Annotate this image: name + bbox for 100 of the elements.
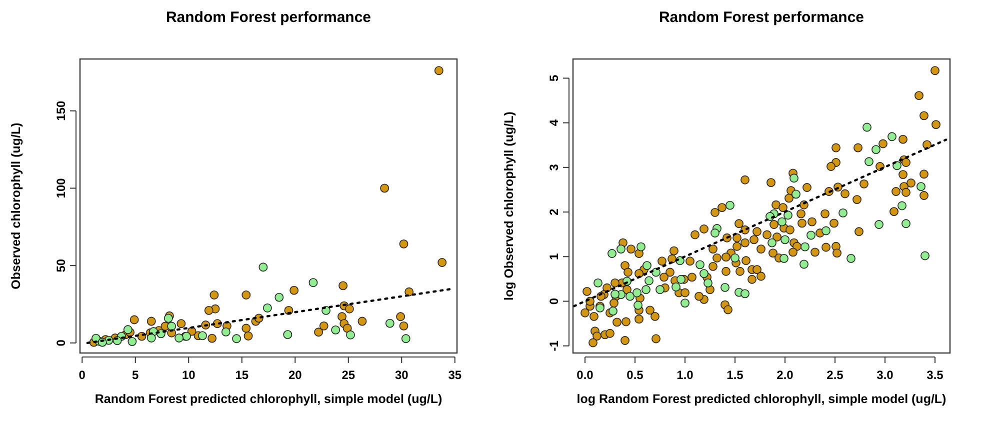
point (380, 184, 390, 193)
point (730, 254, 740, 262)
point (204, 306, 214, 315)
x-tick-label: 3.5 (926, 368, 944, 382)
x-tick-label: 25 (342, 368, 356, 382)
point (210, 290, 219, 300)
y-tick-label: 5 (547, 74, 561, 82)
point (146, 316, 156, 326)
point (290, 286, 299, 295)
point (174, 334, 184, 342)
x-tick-label: 0.0 (576, 368, 594, 382)
point (656, 285, 664, 294)
point (642, 285, 650, 294)
x-tick-label: 20 (288, 368, 302, 382)
point (164, 314, 173, 323)
x-tick-label: 0.5 (626, 368, 644, 382)
point (778, 217, 786, 226)
point (846, 254, 856, 263)
x-tick-label: 2.5 (826, 368, 844, 382)
chart-title: Random Forest performance (166, 9, 372, 26)
point (920, 251, 930, 260)
x-tick-label: 10 (182, 368, 196, 382)
point (800, 242, 810, 252)
point (438, 258, 447, 267)
point (146, 334, 156, 342)
point (262, 304, 272, 312)
point (404, 287, 414, 296)
x-tick-label: 35 (448, 368, 462, 382)
x-tick-label: 1.0 (676, 368, 694, 382)
point (720, 282, 730, 292)
point (704, 278, 712, 288)
point (672, 282, 680, 292)
point (274, 292, 284, 302)
point (319, 321, 328, 330)
point (242, 324, 251, 333)
y-tick-label: 3 (547, 164, 561, 171)
point (862, 122, 872, 132)
point (898, 201, 906, 210)
point (822, 226, 830, 236)
point (434, 66, 444, 76)
point (864, 157, 874, 166)
y-axis-title: log Observed chlorophyll (ug/L) (502, 112, 516, 300)
point (608, 306, 618, 316)
y-tick-label: 150 (54, 100, 68, 121)
point (338, 281, 348, 290)
x-tick-label: 0 (78, 368, 86, 382)
point (176, 319, 186, 328)
point (232, 334, 242, 344)
point (874, 220, 884, 229)
point (208, 334, 217, 343)
point (283, 330, 292, 340)
point (740, 289, 750, 298)
x-tick-label: 2.0 (776, 368, 794, 382)
point (642, 261, 652, 270)
point (130, 315, 139, 324)
point (800, 260, 808, 269)
point (916, 182, 926, 192)
point (902, 219, 910, 228)
x-axis-title: Random Forest predicted chlorophyll, simple model (ug/L) (94, 392, 442, 406)
point (676, 274, 686, 284)
point (806, 230, 816, 240)
y-tick-label: 0 (54, 339, 68, 346)
x-tick-label: 1.5 (726, 368, 744, 382)
point (616, 244, 626, 254)
point (221, 327, 230, 336)
point (726, 200, 734, 210)
x-tick-label: 15 (235, 368, 249, 382)
point (123, 325, 132, 334)
y-tick-label: 50 (54, 258, 68, 272)
point (792, 190, 800, 199)
point (342, 324, 352, 333)
point (346, 330, 355, 340)
point (784, 210, 792, 220)
x-tick-label: 30 (394, 368, 409, 382)
point (700, 269, 708, 278)
point (344, 304, 354, 314)
y-tick-label: 4 (547, 119, 561, 126)
point (768, 238, 776, 248)
y-tick-label: 1 (547, 252, 561, 260)
point (634, 300, 642, 310)
point (399, 321, 408, 330)
point (872, 145, 880, 154)
point (242, 290, 251, 300)
point (198, 331, 207, 340)
point (710, 228, 720, 238)
y-tick-label: -1 (547, 340, 561, 352)
point (632, 288, 642, 298)
point (314, 328, 324, 337)
point (244, 332, 253, 340)
point (258, 262, 268, 272)
point (401, 334, 410, 344)
point (385, 318, 394, 328)
point (167, 322, 176, 331)
point (308, 278, 318, 288)
point (838, 208, 848, 218)
point (680, 298, 690, 308)
point (399, 239, 408, 248)
point (780, 235, 790, 244)
point (608, 249, 616, 258)
point (888, 132, 896, 142)
